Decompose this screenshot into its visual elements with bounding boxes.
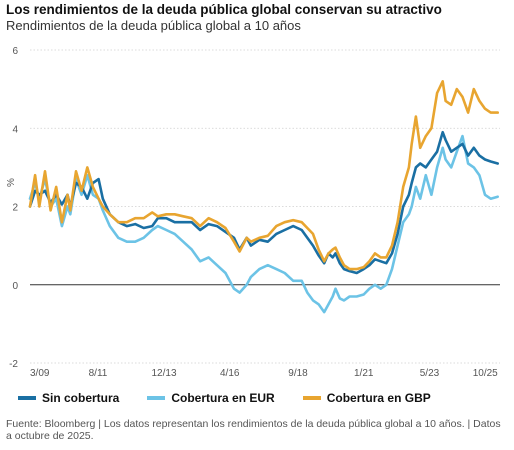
y-tick-label: -2 <box>9 359 18 370</box>
x-tick-label: 3/09 <box>30 368 50 379</box>
series-line-cobertura-en-gbp <box>28 80 499 271</box>
x-tick-label: 12/13 <box>151 368 176 379</box>
x-tick-label: 8/11 <box>89 368 108 379</box>
x-tick-label: 5/23 <box>420 368 440 379</box>
y-tick-label: 2 <box>12 203 18 214</box>
y-axis-label: % <box>6 178 17 187</box>
y-tick-label: 4 <box>12 124 18 135</box>
legend-item-cobertura-gbp: Cobertura en GBP <box>302 391 431 405</box>
chart-legend: Sin cobertura Cobertura en EUR Cobertura… <box>18 391 504 405</box>
legend-label: Cobertura en GBP <box>326 391 431 405</box>
x-tick-label: 4/16 <box>220 368 240 379</box>
line-chart: -2 0 2 4 6% 3/09 8/11 12/13 4/16 9/18 1/21 5/23 10/2… <box>6 46 500 379</box>
legend-item-sin-cobertura: Sin cobertura <box>18 391 119 405</box>
series-line-cobertura-en-eur <box>28 134 499 314</box>
chart-footer-source: Fuente: Bloomberg | Los datos representa… <box>6 418 501 442</box>
x-tick-label: 10/25 <box>473 368 498 379</box>
x-tick-label: 1/21 <box>354 368 374 379</box>
legend-item-cobertura-eur: Cobertura en EUR <box>147 391 275 405</box>
legend-swatch-cobertura-gbp <box>302 396 321 400</box>
series-line-sin-cobertura <box>28 130 499 275</box>
legend-label: Sin cobertura <box>42 391 120 405</box>
legend-label: Cobertura en EUR <box>171 391 275 405</box>
y-tick-label: 0 <box>12 281 18 292</box>
y-tick-label: 6 <box>12 46 18 57</box>
x-tick-label: 9/18 <box>288 368 308 379</box>
chart-subtitle: Rendimientos de la deuda pública global … <box>6 18 301 33</box>
chart-title: Los rendimientos de la deuda pública glo… <box>6 2 442 17</box>
legend-swatch-sin-cobertura <box>18 396 36 400</box>
legend-swatch-cobertura-eur <box>147 396 166 400</box>
